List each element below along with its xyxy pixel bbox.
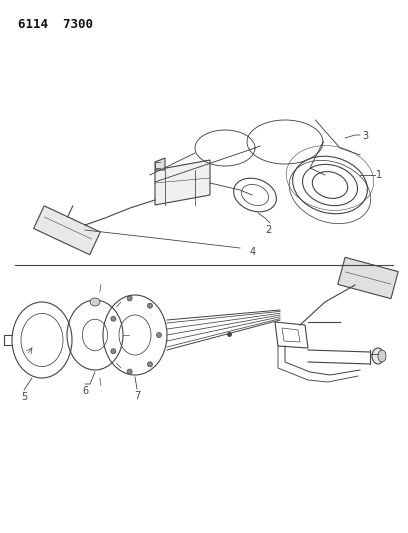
Ellipse shape (372, 348, 384, 364)
Text: 6: 6 (82, 386, 88, 396)
Polygon shape (155, 158, 165, 170)
Circle shape (157, 333, 162, 337)
Text: 2: 2 (265, 225, 271, 235)
Ellipse shape (378, 350, 386, 362)
Text: 4: 4 (250, 247, 256, 257)
Circle shape (147, 303, 153, 308)
Text: 5: 5 (21, 392, 27, 402)
Circle shape (147, 362, 153, 367)
Text: 7: 7 (134, 391, 140, 401)
Circle shape (111, 349, 116, 354)
Polygon shape (33, 206, 100, 255)
Polygon shape (338, 257, 398, 298)
Polygon shape (155, 160, 210, 205)
Text: 6114  7300: 6114 7300 (18, 18, 93, 31)
Circle shape (127, 369, 132, 374)
Text: 1: 1 (376, 170, 382, 180)
Ellipse shape (90, 298, 100, 306)
Circle shape (111, 316, 116, 321)
Text: 3: 3 (362, 131, 368, 141)
Circle shape (127, 296, 132, 301)
